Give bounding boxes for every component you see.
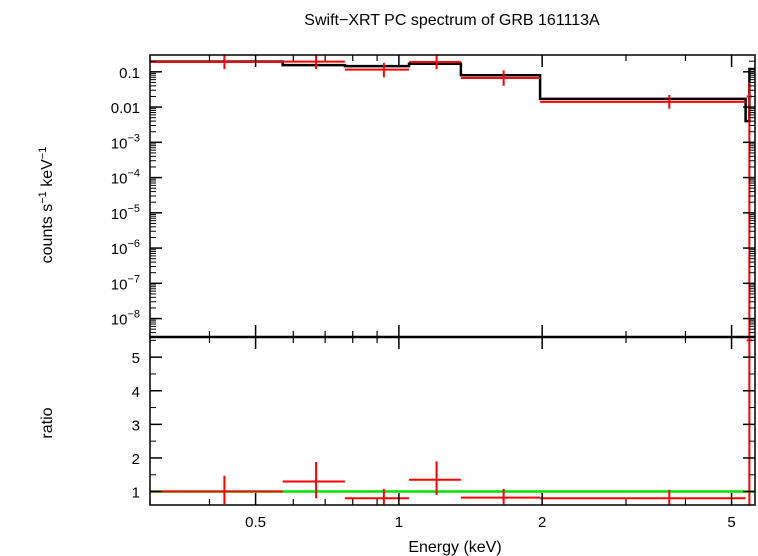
x-tick-label: 2: [538, 514, 546, 531]
tick-base: 10: [111, 241, 128, 258]
spectrum-data-points: [150, 55, 753, 337]
ratio-data-point: [282, 461, 345, 499]
tick-exponent: −8: [127, 309, 140, 321]
spectrum-data-point: [282, 55, 345, 70]
spectrum-data-point: [408, 55, 461, 70]
tick-exponent: −5: [127, 203, 140, 215]
x-axis-label: Energy (keV): [408, 539, 501, 556]
spectrum-y-tick-label: 0.1: [119, 65, 140, 82]
tick-exponent: −3: [127, 132, 140, 144]
tick-exponent: −7: [127, 273, 140, 285]
spectrum-data-point: [540, 94, 746, 109]
spectrum-y-tick-label: 10−4: [111, 168, 140, 188]
spectrum-y-tick-label: 10−6: [111, 238, 140, 258]
model-step-curve: [150, 60, 755, 123]
tick-exponent: −6: [127, 238, 140, 250]
ratio-y-tick-label: 1: [132, 485, 140, 502]
tick-base: 10: [111, 312, 128, 329]
y-label-s-exponent: −1: [37, 191, 49, 204]
y-label-kev: keV: [39, 159, 56, 191]
ratio-data-point: [540, 489, 746, 505]
model-step-line: [150, 60, 755, 123]
x-tick-label: 5: [727, 514, 735, 531]
ratio-data-points: [150, 337, 753, 505]
spectrum-y-axis-label: counts s−1 keV−1: [37, 147, 56, 264]
ratio-y-ticks: 1 2 3 4 5: [132, 339, 755, 502]
ratio-y-axis-label: ratio: [39, 407, 56, 438]
tick-exponent: −4: [127, 168, 140, 180]
ratio-panel-frame: [149, 335, 756, 506]
y-label-counts: counts s: [39, 204, 56, 264]
y-label-kev-exponent: −1: [37, 147, 49, 160]
ratio-panel: 1 2 3 4 5 0.5 1 2 5 ratio: [39, 55, 756, 531]
spectrum-y-tick-label: 10−3: [111, 132, 140, 152]
ratio-y-tick-label: 2: [132, 451, 140, 468]
spectrum-data-point: [150, 55, 283, 70]
ratio-y-tick-label: 5: [132, 350, 140, 367]
spectrum-y-tick-label: 0.01: [111, 100, 140, 117]
chart-title: Swift−XRT PC spectrum of GRB 161113A: [304, 12, 600, 29]
spectrum-data-point: [344, 62, 409, 78]
tick-base: 10: [111, 171, 128, 188]
ratio-data-point: [408, 461, 461, 495]
tick-base: 10: [111, 135, 128, 152]
ratio-y-tick-label: 4: [132, 384, 140, 401]
spectrum-y-tick-label: 10−5: [111, 203, 140, 223]
spectrum-y-tick-label: 10−7: [111, 273, 140, 293]
ratio-data-point: [150, 475, 283, 504]
spectrum-data-point: [460, 70, 541, 86]
spectrum-panel-frame: [149, 54, 756, 338]
tick-base: 10: [111, 276, 128, 293]
spectrum-frame-rect: [149, 54, 756, 338]
spectrum-y-tick-label: 10−8: [111, 309, 140, 329]
ratio-data-point: [460, 488, 541, 505]
x-axis-ticks: 0.5 1 2 5: [149, 55, 736, 531]
x-tick-label: 1: [395, 514, 403, 531]
tick-base: 10: [111, 206, 128, 223]
x-tick-label: 0.5: [245, 514, 266, 531]
ratio-y-tick-label: 3: [132, 417, 140, 434]
ratio-data-point: [746, 337, 753, 505]
